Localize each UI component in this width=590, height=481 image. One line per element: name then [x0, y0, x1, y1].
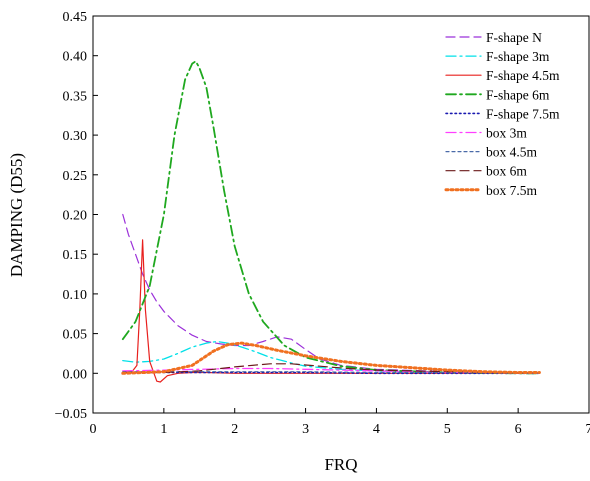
x-tick-label: 6	[515, 422, 522, 437]
y-tick-label: 0.00	[63, 367, 88, 382]
x-tick-label: 1	[160, 422, 167, 437]
y-tick-label: 0.25	[63, 169, 88, 184]
legend-label: F-shape 4.5m	[486, 68, 560, 83]
y-tick-label: −0.05	[55, 407, 87, 422]
x-tick-label: 3	[302, 422, 309, 437]
y-tick-label: 0.20	[63, 209, 88, 224]
x-tick-label: 7	[586, 422, 590, 437]
y-tick-label: 0.35	[63, 89, 88, 104]
y-tick-label: 0.30	[63, 129, 88, 144]
x-tick-label: 5	[444, 422, 451, 437]
legend-label: box 6m	[486, 164, 527, 179]
y-tick-label: 0.15	[63, 248, 88, 263]
y-axis-title: DAMPING (D55)	[7, 153, 26, 277]
y-tick-label: 0.40	[63, 50, 88, 65]
legend-label: F-shape 3m	[486, 49, 550, 64]
legend-label: F-shape 7.5m	[486, 106, 560, 121]
x-axis-title: FRQ	[324, 455, 357, 474]
y-tick-label: 0.05	[63, 328, 88, 343]
legend-label: box 4.5m	[486, 145, 538, 160]
y-tick-label: 0.10	[63, 288, 88, 303]
x-tick-label: 2	[231, 422, 238, 437]
legend-label: F-shape 6m	[486, 87, 550, 102]
x-tick-label: 4	[373, 422, 380, 437]
y-tick-label: 0.45	[63, 10, 88, 25]
legend-label: F-shape N	[486, 30, 542, 45]
legend-label: box 3m	[486, 126, 527, 141]
legend-label: box 7.5m	[486, 183, 538, 198]
x-tick-label: 0	[90, 422, 97, 437]
